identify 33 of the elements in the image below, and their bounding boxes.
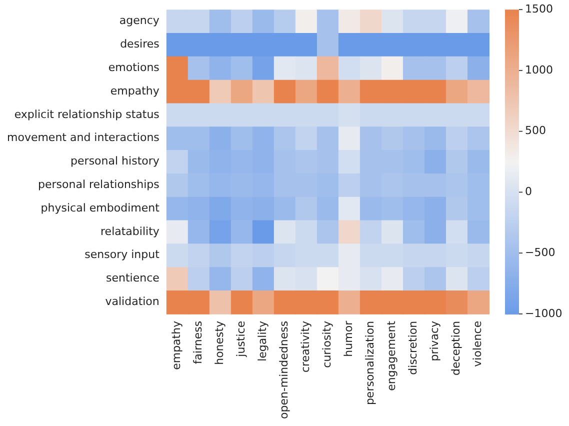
- x-tick-label: legality: [256, 320, 270, 362]
- y-tick-label: explicit relationship status: [14, 108, 160, 121]
- y-tick-label: movement and interactions: [6, 131, 160, 144]
- y-tick-label: agency: [119, 14, 160, 28]
- y-tick-label: personal history: [70, 154, 160, 168]
- color-bar-label: 1000: [525, 63, 553, 76]
- x-tick-label: curiosity: [320, 320, 334, 368]
- color-bar-label: 0: [525, 185, 532, 198]
- color-bar-label: −500: [525, 246, 556, 259]
- y-tick-label: sensory input: [84, 248, 160, 262]
- x-tick-label: personalization: [364, 320, 377, 406]
- x-tick-label: violence: [471, 320, 484, 367]
- x-tick-label: justice: [234, 320, 248, 358]
- x-tick-label: humor: [342, 320, 356, 357]
- y-tick-label: empathy: [110, 84, 160, 98]
- color-bar-label: 1500: [525, 2, 553, 16]
- y-tick-label: physical embodiment: [40, 201, 160, 214]
- y-tick-label: desires: [120, 38, 160, 51]
- y-tick-label: sentience: [106, 272, 160, 285]
- x-tick-label: engagement: [385, 320, 398, 391]
- x-tick-label: fairness: [192, 320, 205, 364]
- y-tick-label: validation: [105, 295, 160, 308]
- x-tick-label: creativity: [299, 320, 312, 373]
- x-tick-label: privacy: [428, 320, 442, 362]
- color-bar-label: 500: [525, 124, 546, 138]
- y-tick-label: personal relationships: [38, 178, 160, 192]
- x-tick-label: honesty: [213, 320, 226, 365]
- x-tick-label: open-mindedness: [278, 320, 291, 420]
- x-tick-label: deception: [450, 320, 463, 376]
- y-tick-label: emotions: [108, 60, 160, 74]
- x-tick-label: discretion: [406, 320, 420, 375]
- color-bar-label: −1000: [525, 306, 562, 320]
- y-tick-label: relatability: [100, 224, 160, 238]
